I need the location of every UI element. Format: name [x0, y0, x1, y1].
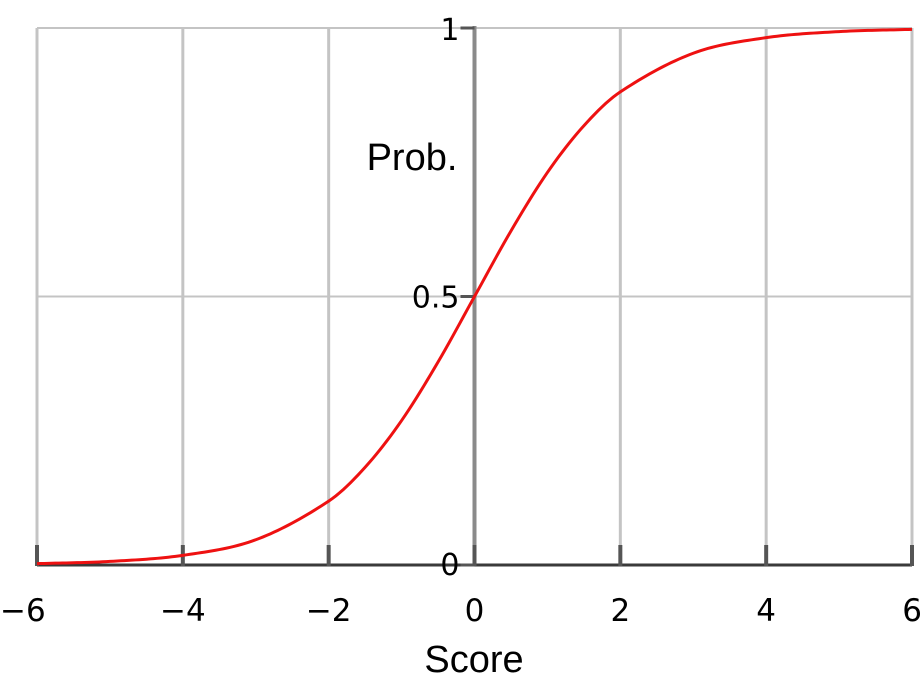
x-tick-label: −2: [306, 593, 352, 629]
y-tick-label: 0: [440, 548, 459, 583]
x-tick-label: 2: [610, 593, 630, 629]
x-tick-label: 4: [756, 593, 776, 629]
x-tick-label: −4: [160, 593, 206, 629]
y-axis-label: Prob.: [367, 137, 458, 179]
x-axis-label: Score: [424, 639, 523, 681]
sigmoid-line: [36, 27, 913, 566]
x-tick-label: −6: [0, 593, 46, 629]
x-tick-label: 6: [902, 593, 922, 629]
y-tick-label: 0.5: [412, 281, 460, 316]
x-tick-label: 0: [465, 593, 485, 629]
tick-labels: −6 −4 −2 0 2 4 6 0 0.5 1: [0, 13, 922, 629]
series-layer: [36, 27, 913, 566]
y-tick-label: 1: [440, 13, 459, 48]
